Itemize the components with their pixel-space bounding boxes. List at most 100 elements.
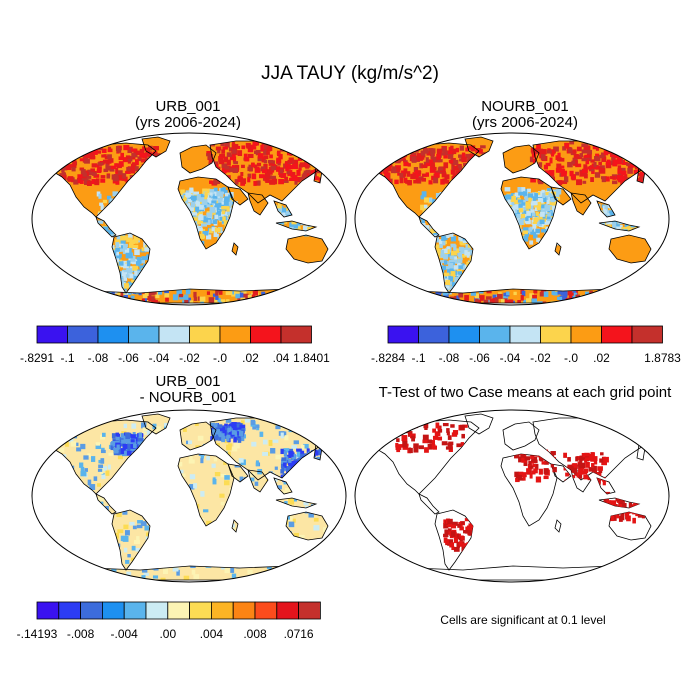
- grid-cell: [514, 217, 520, 222]
- grid-cell: [252, 290, 259, 296]
- grid-cell: [464, 295, 469, 301]
- grid-cell: [202, 230, 209, 236]
- grid-cell: [123, 235, 129, 241]
- grid-cell: [71, 166, 76, 172]
- grid-cell: [379, 290, 384, 296]
- grid-cell: [310, 148, 316, 155]
- grid-cell: [552, 291, 559, 296]
- grid-cell: [529, 465, 534, 469]
- grid-cell: [101, 432, 106, 437]
- grid-cell: [111, 433, 116, 439]
- grid-cell: [54, 289, 60, 293]
- grid-cell: [190, 201, 196, 208]
- coastline-europe: [502, 144, 540, 174]
- coastline-africa: [177, 453, 235, 527]
- grid-cell: [211, 200, 217, 204]
- grid-cell: [107, 148, 113, 153]
- grid-cell: [135, 548, 140, 552]
- grid-cell: [646, 159, 651, 164]
- grid-cell: [303, 296, 309, 300]
- grid-cell: [84, 468, 88, 472]
- grid-cell: [128, 302, 134, 303]
- grid-cell: [638, 176, 642, 183]
- grid-cell: [524, 456, 531, 461]
- map-border: [31, 409, 347, 583]
- grid-cell: [277, 162, 281, 166]
- grid-cell: [563, 452, 568, 458]
- grid-cell: [125, 252, 132, 259]
- grid-cell: [224, 196, 230, 202]
- grid-cell: [139, 153, 144, 158]
- grid-cell: [572, 463, 578, 469]
- grid-cell: [422, 150, 429, 154]
- grid-cell: [432, 445, 438, 450]
- grid-cell: [568, 466, 574, 471]
- grid-cell: [323, 302, 327, 303]
- grid-cell: [486, 289, 492, 294]
- grid-cell: [458, 292, 464, 298]
- grid-cell: [430, 153, 434, 159]
- grid-cell: [393, 153, 399, 159]
- grid-cell: [440, 260, 446, 264]
- grid-cell: [233, 442, 240, 449]
- colorbar-label: .02: [593, 351, 610, 365]
- grid-cell: [645, 299, 651, 303]
- grid-cell: [529, 293, 534, 299]
- colorbar-diff-labels: -.14193 -.008 -.004.00.004.008.0716: [17, 625, 321, 641]
- grid-cell: [231, 573, 237, 578]
- grid-cell: [463, 264, 468, 270]
- grid-cell: [374, 147, 379, 151]
- grid-cell: [514, 453, 520, 459]
- grid-cell: [321, 141, 326, 146]
- grid-cell: [537, 301, 543, 303]
- grid-cell: [214, 214, 219, 220]
- grid-cell: [530, 209, 535, 213]
- grid-cell: [480, 145, 486, 149]
- grid-cell: [284, 207, 289, 211]
- grid-cell: [537, 201, 542, 207]
- grid-cell: [144, 525, 150, 531]
- grid-cell: [599, 458, 604, 463]
- grid-cell: [45, 445, 50, 450]
- grid-cell: [395, 158, 401, 164]
- grid-cell: [582, 168, 588, 173]
- grid-cell: [331, 451, 334, 457]
- grid-cell: [215, 295, 219, 300]
- grid-cell: [642, 146, 649, 152]
- grid-cell: [621, 152, 627, 158]
- grid-cell: [255, 460, 259, 466]
- colorbar-box: [80, 601, 103, 620]
- grid-cell: [263, 143, 269, 150]
- grid-cell: [419, 163, 424, 169]
- colorbar-box: [448, 325, 480, 344]
- grid-cell: [527, 193, 534, 199]
- grid-cell: [641, 144, 647, 149]
- grid-cell: [388, 151, 393, 156]
- coastline-africa: [500, 176, 558, 250]
- grid-cell: [101, 154, 107, 158]
- grid-cell: [281, 466, 285, 472]
- grid-cell: [51, 145, 56, 150]
- grid-cell: [624, 142, 630, 147]
- grid-cell: [226, 159, 231, 166]
- grid-cell: [128, 233, 133, 239]
- grid-cell: [247, 569, 253, 574]
- grid-cell: [373, 289, 377, 296]
- grid-cell: [251, 173, 257, 180]
- grid-cell: [427, 439, 433, 444]
- grid-cell: [314, 293, 321, 298]
- grid-cell: [313, 550, 320, 555]
- grid-cell: [210, 194, 215, 198]
- grid-cell: [620, 291, 626, 298]
- grid-cell: [288, 498, 293, 504]
- coastline-south-america: [434, 509, 474, 571]
- grid-cell: [73, 299, 80, 303]
- grid-cell: [214, 472, 221, 477]
- grid-cell: [431, 199, 436, 205]
- grid-cell: [77, 174, 83, 179]
- grid-cell: [396, 292, 402, 298]
- grid-cell: [432, 156, 437, 163]
- grid-cell: [51, 145, 55, 152]
- colorbar-diff-boxes: [36, 601, 321, 620]
- grid-cell: [442, 178, 448, 184]
